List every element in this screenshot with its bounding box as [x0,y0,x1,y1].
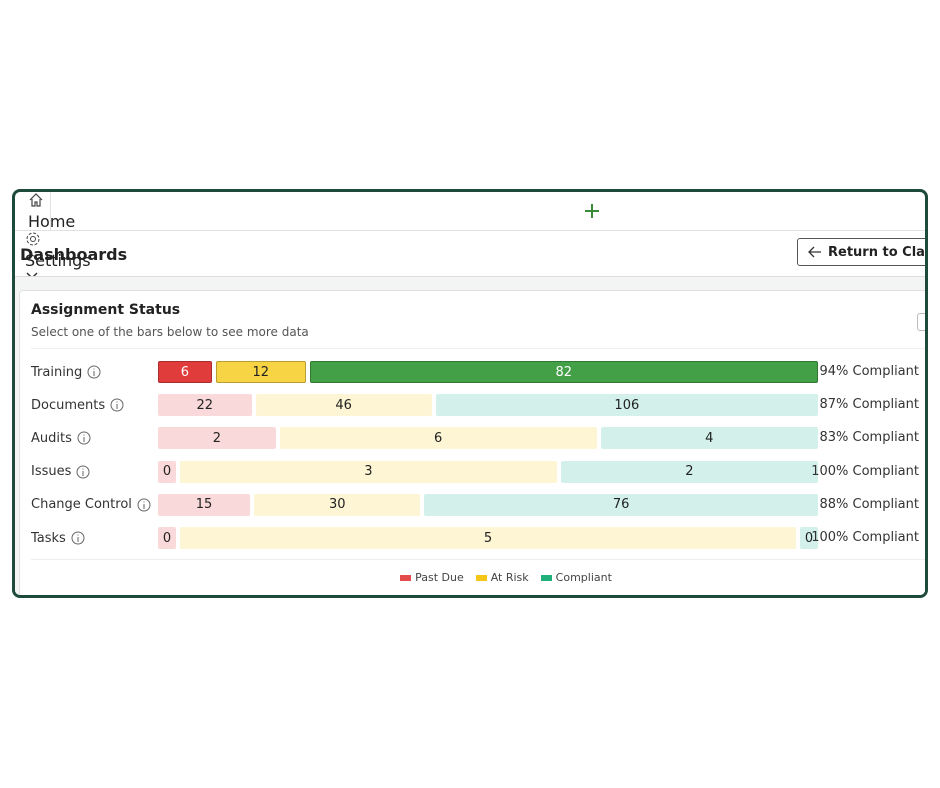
legend-label: At Risk [490,571,529,584]
compliance: 83% Compliant [810,430,919,445]
tab-spacer [15,192,51,230]
legend-swatch [540,574,552,581]
bar-segment[interactable]: 82 [309,361,818,383]
compliance-suffix: Compliant [852,530,919,545]
compliance: 100% Compliant [810,464,919,479]
compliance: 88% Compliant [810,497,919,512]
bar-segment[interactable]: 0 [158,460,176,483]
compliance-value: 87% [819,397,849,413]
compliance: 87% Compliant [810,397,919,412]
compliance-suffix: Compliant [852,463,919,479]
compliance-value: 83% [819,430,849,446]
compliance-suffix: Compliant [852,397,919,413]
bar-segment[interactable]: 5 [180,527,796,549]
bar-segment[interactable]: 76 [424,493,818,516]
compliance-value: 94% [819,364,849,379]
row-name: Training [31,364,83,380]
row-label[interactable]: Issues [31,461,90,483]
tab-label: Settings [25,251,91,270]
bar-segment[interactable]: 6 [279,427,597,450]
info-icon [76,465,90,479]
legend-label: Compliant [555,571,612,584]
info-icon [137,498,151,512]
card-subtitle: Select one of the bars below to see more… [31,325,309,339]
compliance: 94% Compliant [810,364,919,379]
bar-segment[interactable]: 22 [158,394,252,417]
bar-segment[interactable]: 12 [215,361,306,383]
info-icon [71,531,85,545]
row-label[interactable]: Training [31,361,101,383]
bar-segment[interactable]: 0 [158,527,176,549]
page-title: Dashboards [20,245,128,264]
tab[interactable]: Home [15,192,103,231]
legend-swatch [475,574,487,581]
card-menu[interactable] [917,313,925,331]
return-button[interactable]: Return to Classic [797,238,925,266]
bar-segment[interactable]: 6 [158,361,212,383]
divider [31,348,925,349]
bar-segment[interactable]: 2 [158,427,276,450]
bar-segment[interactable]: 0 [800,527,818,549]
tab-icon [29,193,43,207]
legend-label: Past Due [415,571,464,584]
arrow-icon [808,246,821,258]
info-icon [110,398,124,412]
compliance-value: 88% [819,496,849,512]
row-label[interactable]: Documents [31,394,124,416]
compliance-suffix: Compliant [852,364,919,379]
assignment-card: Assignment Status Select one of the bars… [19,290,925,595]
compliance: 100% Compliant [810,530,919,545]
app-window: HomeSettingsRRC testing category: Hen...… [12,189,928,598]
row-label[interactable]: Change Control [31,494,151,516]
info-icon [87,365,101,379]
row-label[interactable]: Audits [31,427,91,449]
button-label: Return to Classic [828,244,925,260]
legend-item[interactable]: At Risk [475,571,529,584]
legend-swatch [400,574,412,581]
bar-segment[interactable]: 106 [435,394,818,417]
card-title: Assignment Status [31,302,181,318]
tab-icon [26,232,40,246]
row-name: Issues [31,464,72,480]
row-name: Documents [31,397,106,413]
legend-item[interactable]: Compliant [540,571,612,584]
tab-label: Home [28,212,76,231]
info-icon [77,431,91,445]
bar-segment[interactable]: 3 [180,460,557,483]
bar-segment[interactable]: 30 [254,493,421,516]
divider [31,559,925,560]
legend: Past Due At Risk Compliant [20,571,925,584]
bar-segment[interactable]: 4 [600,427,818,450]
compliance-suffix: Compliant [852,430,919,446]
row-name: Change Control [31,497,132,513]
compliance-value: 100% [811,463,849,479]
row-name: Audits [31,430,72,446]
add-tab[interactable] [584,203,600,219]
bar-segment[interactable]: 15 [158,493,251,516]
row-label[interactable]: Tasks [31,527,85,549]
compliance-suffix: Compliant [852,496,919,512]
row-name: Tasks [31,530,66,546]
bar-segment[interactable]: 2 [560,460,818,483]
bar-segment[interactable]: 46 [255,394,432,417]
compliance-value: 100% [811,530,849,545]
tab-bar: HomeSettingsRRC testing category: Hen...… [15,192,925,419]
header: Dashboards Return to Classic [15,231,925,277]
legend-item[interactable]: Past Due [400,571,464,584]
